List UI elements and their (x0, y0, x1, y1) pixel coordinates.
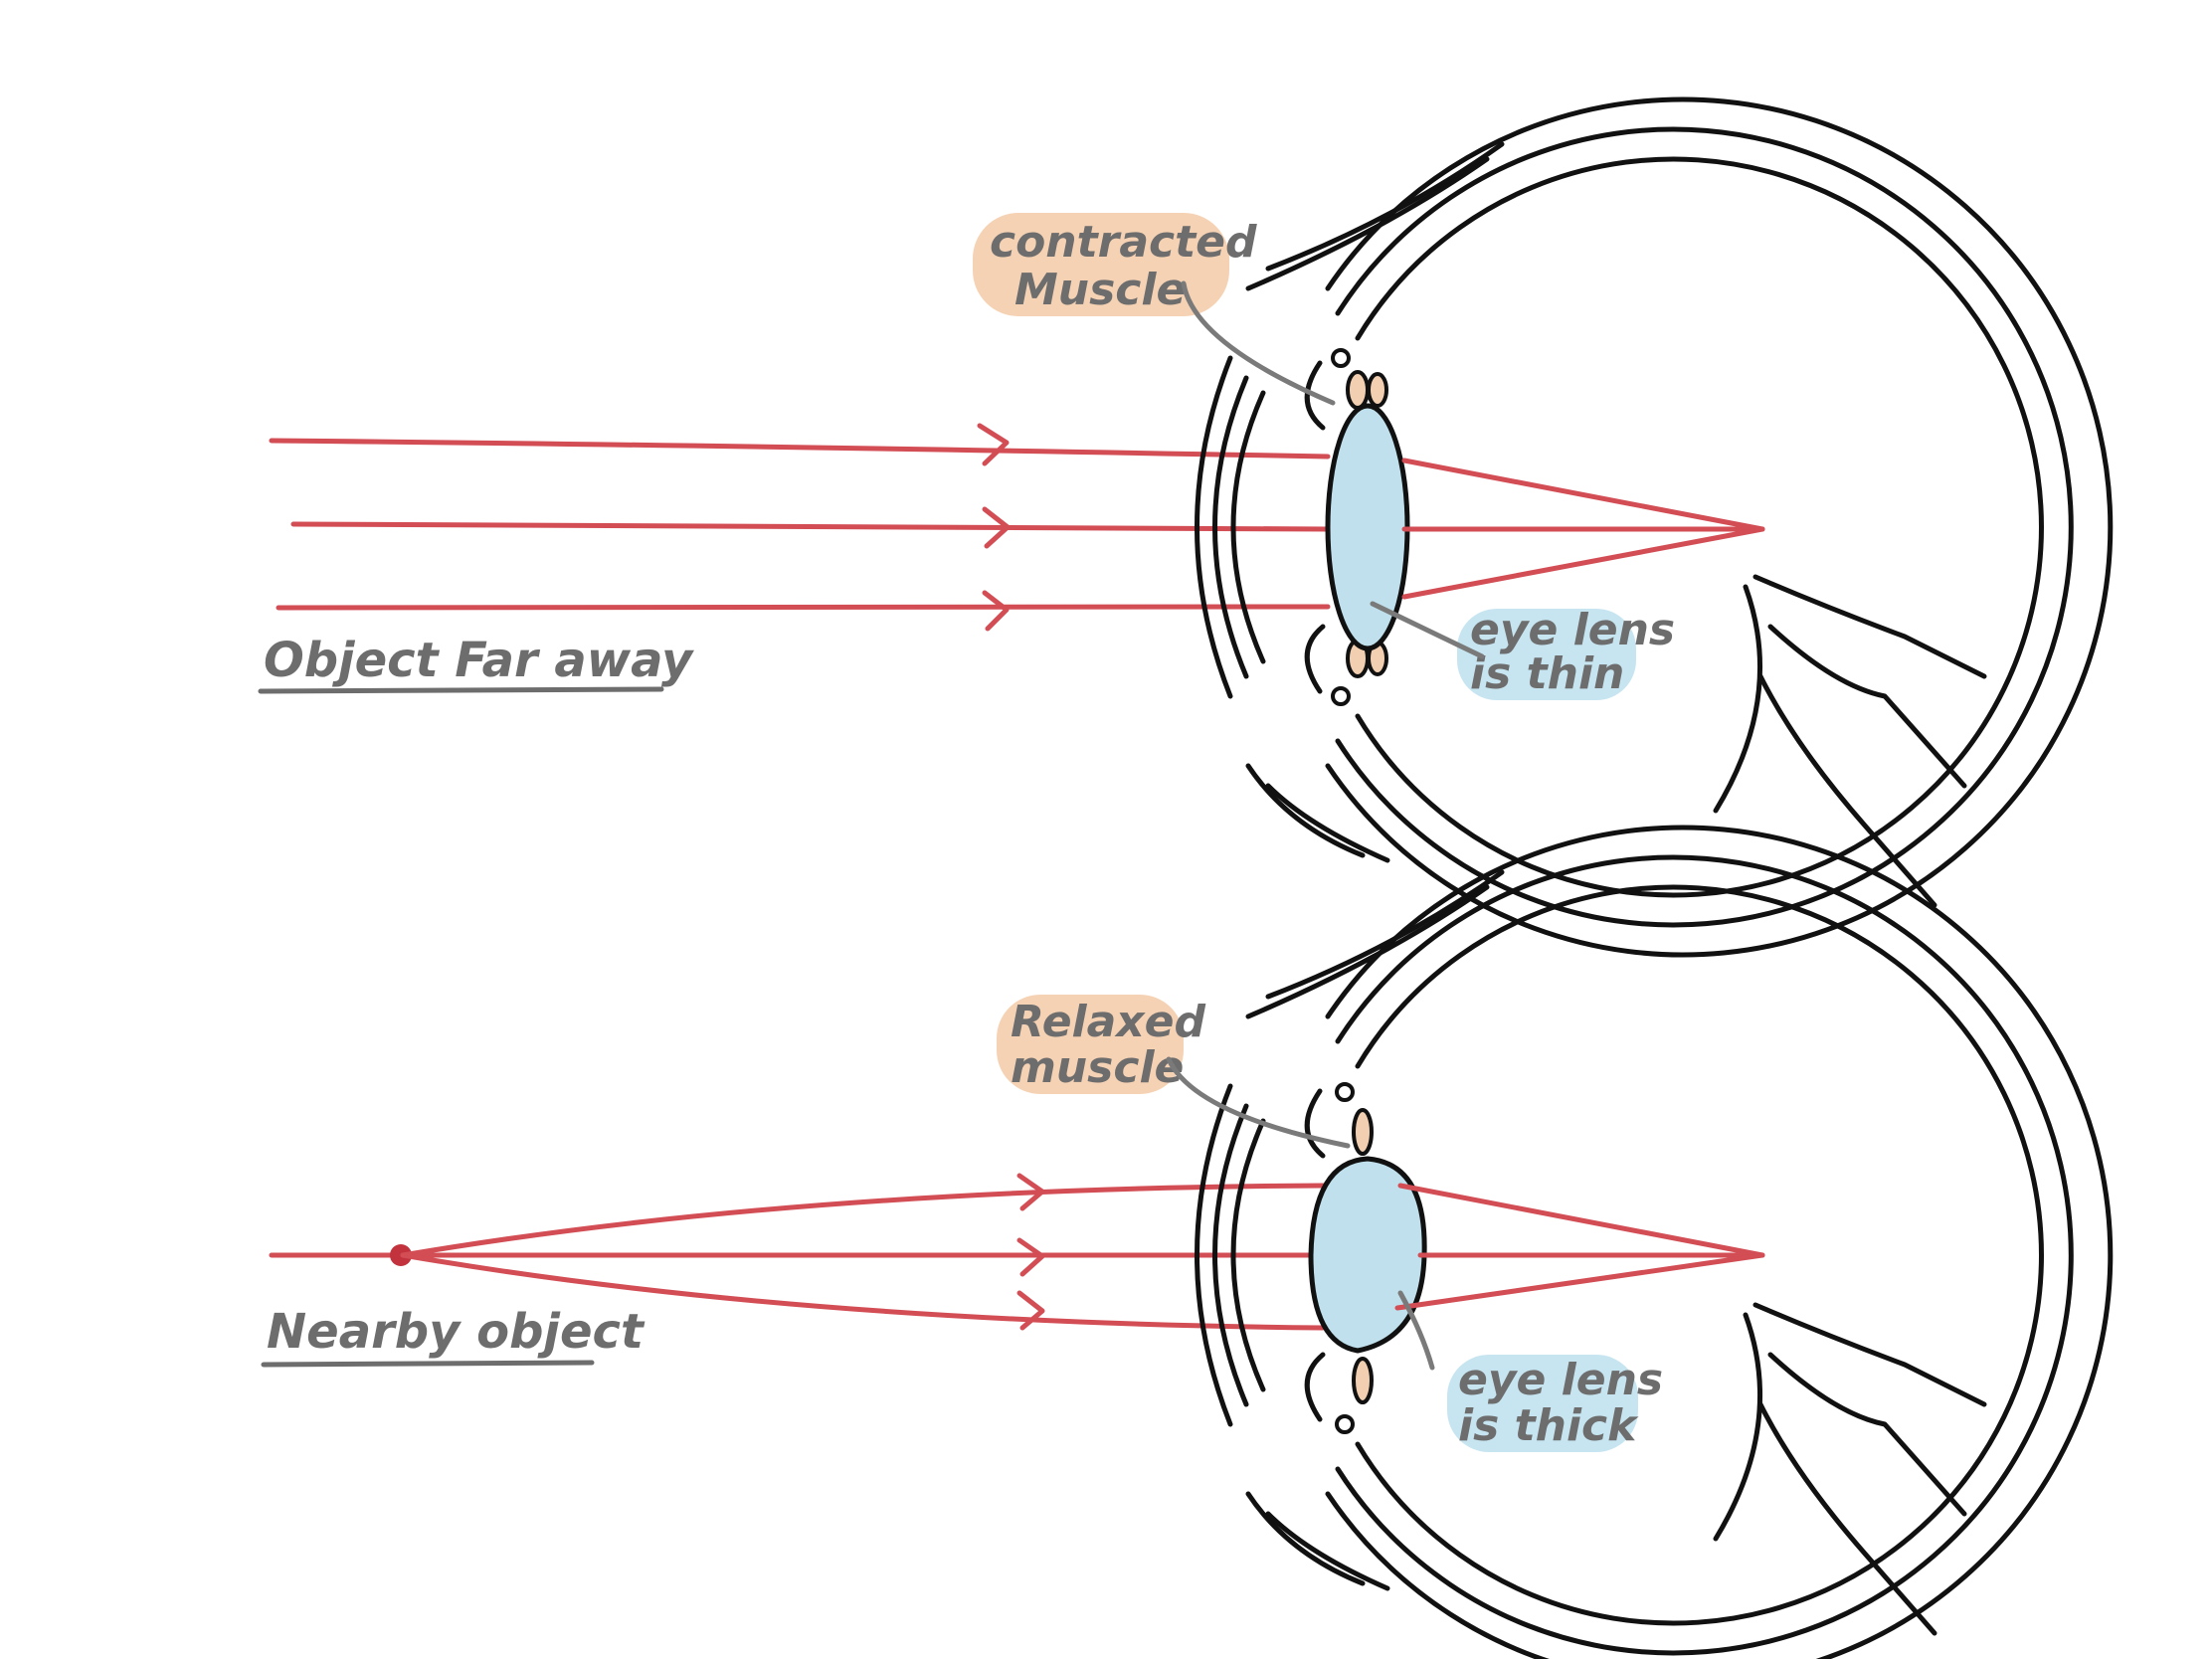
muscle-label-line2-bottom: muscle (1011, 1042, 1184, 1093)
top-panel: contracted Muscle eye lens is thin Objec… (258, 99, 2111, 955)
suspensory-knob-upper-b (1335, 1082, 1355, 1102)
incoming-parallel-rays (269, 423, 1331, 632)
lens-tag-top: eye lens is thin (1457, 605, 1675, 700)
diverging-rays (269, 1173, 1326, 1331)
lens-tag-bg-bottom (1447, 1355, 1638, 1452)
muscle-tag-bg-top (973, 213, 1229, 316)
lens-label-line2-bottom: is thick (1458, 1400, 1639, 1451)
muscle-tag-bg-bottom (997, 995, 1184, 1094)
ray-arrow-diverge-upper (1016, 1173, 1045, 1211)
lens-label-line1-bottom: eye lens (1458, 1355, 1663, 1405)
lens-label-line2-top: is thin (1470, 648, 1624, 699)
ray-lower (276, 604, 1331, 611)
suspensory-knob-upper (1331, 348, 1351, 368)
lens-pointer-bottom (1397, 1290, 1435, 1371)
ray-arrow-lower (982, 590, 1010, 632)
caption-nearby-object: Nearby object (267, 1304, 645, 1360)
muscle-upper-b (1352, 1108, 1374, 1156)
refracted-rays-bottom (1394, 1183, 1765, 1311)
refracted-lower-b (1394, 1252, 1765, 1311)
suspensory-knob-lower-b (1335, 1414, 1355, 1434)
thick-lens (1308, 1156, 1427, 1354)
ray-arrow-upper (977, 423, 1010, 466)
lens-pointer-top (1370, 601, 1485, 659)
muscle-pointer-bottom (1166, 1056, 1351, 1149)
caption-underline-bottom (261, 1360, 595, 1368)
ray-upper (269, 438, 1331, 460)
muscle-label-line1-bottom: Relaxed (1011, 997, 1206, 1047)
muscle-label-line1-top: contracted (990, 217, 1257, 268)
ciliary-muscle-bottom (1335, 1082, 1374, 1434)
caption-underline-top (258, 686, 664, 694)
refracted-rays-top (1401, 458, 1765, 600)
muscle-tag-bottom: Relaxed muscle (997, 995, 1206, 1094)
muscle-label-line2-top: Muscle (1014, 265, 1186, 315)
muscle-pointer-top (1181, 280, 1336, 406)
bottom-panel: Relaxed muscle eye lens is thick Nearby … (261, 828, 2111, 1659)
refracted-upper (1401, 458, 1765, 532)
ray-arrow-middle (982, 506, 1011, 549)
ray-diverge-lower (400, 1252, 1326, 1331)
caption-far-object: Object Far away (264, 633, 694, 688)
muscle-upper (1346, 370, 1370, 410)
ray-arrow-diverge-lower (1016, 1290, 1045, 1331)
refracted-upper-b (1397, 1183, 1765, 1258)
ray-middle (290, 521, 1331, 532)
muscle-upper-2 (1367, 372, 1388, 408)
ray-diverge-upper (400, 1183, 1326, 1258)
suspensory-knob-lower (1331, 686, 1351, 706)
lens-tag-bottom: eye lens is thick (1447, 1355, 1663, 1452)
lens-label-line1-top: eye lens (1470, 605, 1675, 655)
ray-arrow-diverge-middle (1016, 1237, 1045, 1277)
muscle-lower-b (1352, 1357, 1374, 1404)
lens-tag-bg-top (1457, 609, 1636, 700)
refracted-lower (1401, 526, 1765, 600)
muscle-tag-top: contracted Muscle (973, 213, 1257, 316)
